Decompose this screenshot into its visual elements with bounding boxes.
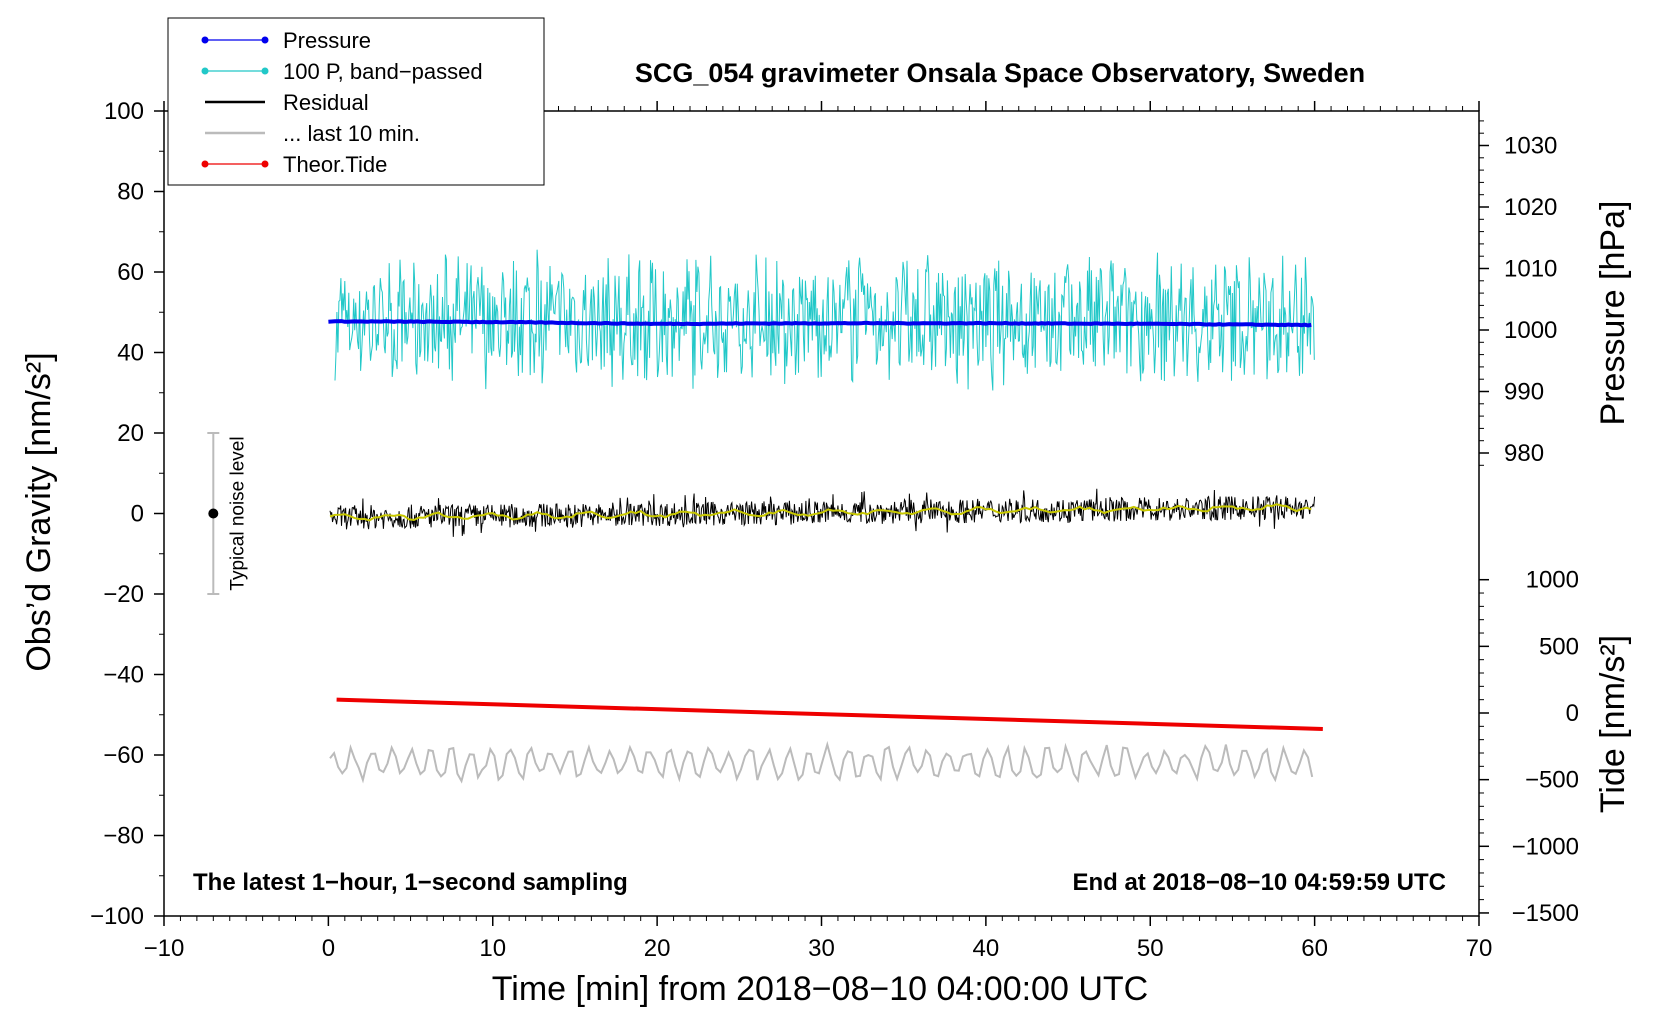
- pressure-tick-label: 1020: [1504, 194, 1557, 221]
- x-axis-title: Time [min] from 2018−08−10 04:00:00 UTC: [492, 970, 1148, 1008]
- pressure-tick-label: 990: [1504, 379, 1544, 406]
- series-layer: [328, 249, 1323, 784]
- axis-layer: −10 0 10 20 30 40 50 60 70100806040200−20−40−60−…: [90, 98, 1579, 962]
- y-tick-label: −100: [90, 903, 144, 930]
- legend-label: ... last 10 min.: [283, 121, 420, 146]
- y-tick-label: 100: [104, 98, 144, 125]
- noise-level-indicator: Typical noise level: [207, 432, 248, 595]
- legend-label: Theor.Tide: [283, 152, 387, 177]
- legend-label: 100 P, band−passed: [283, 59, 483, 84]
- legend-marker-right: [261, 36, 269, 44]
- y-axis-title-tide: Tide [nm/s²]: [1594, 635, 1632, 813]
- series-100p-band-passed: [334, 249, 1315, 391]
- tide-tick-label: −1500: [1512, 900, 1579, 927]
- series-last-10-min: [329, 740, 1314, 784]
- y-tick-label: −80: [103, 823, 144, 850]
- chart-title: SCG_054 gravimeter Onsala Space Observat…: [635, 58, 1365, 88]
- x-tick-label: 10: [479, 935, 506, 962]
- y-tick-label: −40: [103, 662, 144, 689]
- x-tick-label: 70: [1466, 935, 1493, 962]
- x-tick-label: 20: [644, 935, 671, 962]
- pressure-tick-label: 980: [1504, 440, 1544, 467]
- tide-tick-label: 500: [1539, 633, 1579, 660]
- series-pressure: [328, 319, 1312, 328]
- legend-marker-left: [201, 160, 209, 168]
- y-tick-label: 0: [131, 501, 144, 528]
- tide-tick-label: −1000: [1512, 833, 1579, 860]
- x-tick-label: 0: [322, 935, 335, 962]
- y-tick-label: 60: [117, 259, 144, 286]
- y-tick-label: −20: [103, 581, 144, 608]
- annotation-end-time: End at 2018−08−10 04:59:59 UTC: [1072, 869, 1446, 896]
- y-axis-title-left: Obs’d Gravity [nm/s²]: [20, 352, 58, 671]
- legend-label: Pressure: [283, 28, 371, 53]
- annotation-sampling: The latest 1−hour, 1−second sampling: [193, 869, 628, 896]
- legend: Pressure 100 P, band−passed Residual ... la…: [167, 17, 545, 186]
- tide-tick-label: 1000: [1526, 567, 1579, 594]
- pressure-tick-label: 1030: [1504, 133, 1557, 160]
- x-tick-label: 40: [973, 935, 1000, 962]
- y-tick-label: 80: [117, 179, 144, 206]
- x-tick-label: 50: [1137, 935, 1164, 962]
- legend-marker-right: [261, 67, 269, 75]
- noise-level-label: Typical noise level: [227, 436, 248, 590]
- legend-marker-right: [261, 160, 269, 168]
- pressure-tick-label: 1010: [1504, 256, 1557, 283]
- x-tick-label: 60: [1301, 935, 1328, 962]
- y-tick-label: 40: [117, 340, 144, 367]
- x-tick-label: −10: [144, 935, 185, 962]
- series-theor-tide: [336, 697, 1323, 731]
- x-tick-label: 30: [808, 935, 835, 962]
- tide-tick-label: −500: [1525, 767, 1579, 794]
- tide-tick-label: 0: [1566, 700, 1579, 727]
- noise-level-dot: [208, 508, 219, 519]
- y-tick-label: −60: [103, 742, 144, 769]
- y-axis-title-pressure: Pressure [hPa]: [1594, 201, 1632, 426]
- pressure-tick-label: 1000: [1504, 317, 1557, 344]
- legend-marker-left: [201, 67, 209, 75]
- series-residual-smoothed: [329, 503, 1312, 522]
- legend-marker-left: [201, 36, 209, 44]
- legend-label: Residual: [283, 90, 369, 115]
- y-tick-label: 20: [117, 420, 144, 447]
